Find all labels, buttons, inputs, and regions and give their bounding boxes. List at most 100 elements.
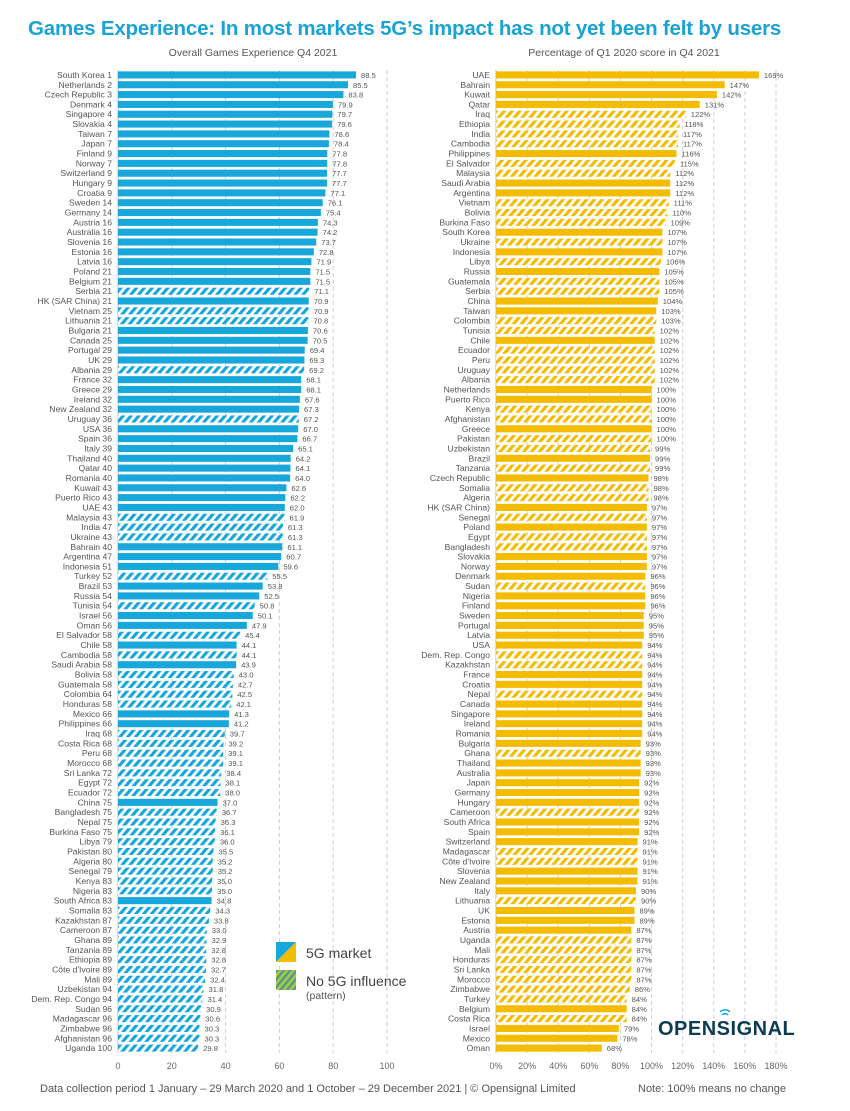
right-bar-row: Pakistan 100% <box>457 434 676 444</box>
left-bar <box>118 179 328 187</box>
left-value-label: 38.4 <box>226 769 241 778</box>
right-bar <box>496 651 643 659</box>
left-value-label: 67.2 <box>304 415 319 424</box>
right-value-label: 98% <box>653 494 668 503</box>
left-bar <box>118 435 298 443</box>
right-bar-row: Egypt 97% <box>468 532 667 542</box>
right-bar-row: Côte d'Ivoire 91% <box>442 856 658 866</box>
right-category-label: Bahrain <box>460 80 490 90</box>
legend-label-no-5g: No 5G influence <box>306 973 407 989</box>
signal-icon <box>719 1009 731 1016</box>
right-bar-row: Ghana 93% <box>464 748 661 758</box>
left-bar <box>118 739 224 747</box>
left-bar <box>118 946 207 954</box>
left-value-label: 43.9 <box>241 661 256 670</box>
right-value-label: 97% <box>652 533 667 542</box>
legend-swatch-yellow <box>276 942 296 962</box>
right-bar <box>496 415 652 423</box>
right-bar <box>496 749 641 757</box>
left-bar <box>118 425 299 433</box>
left-category-label: Saudi Arabia 58 <box>51 660 112 670</box>
right-bar <box>496 307 657 315</box>
right-bar-row: Mali 87% <box>474 945 652 955</box>
left-bar <box>118 1015 201 1023</box>
right-value-label: 102% <box>660 346 680 355</box>
right-bar-row: Czech Republic 98% <box>430 473 669 483</box>
left-category-label: Vietnam 25 <box>69 306 113 316</box>
right-bar <box>496 818 640 826</box>
right-category-label: Ireland <box>464 719 490 729</box>
left-category-label: Libya 79 <box>80 837 113 847</box>
right-bar <box>496 395 652 403</box>
right-category-label: Algeria <box>463 493 490 503</box>
right-category-label: Kuwait <box>464 90 490 100</box>
left-bar-row: Cambodia 58 44.1 <box>61 650 257 660</box>
left-value-label: 41.3 <box>234 710 249 719</box>
right-category-label: HK (SAR China) <box>427 502 490 512</box>
right-category-label: Costa Rica <box>448 1014 490 1024</box>
left-value-label: 31.8 <box>209 985 224 994</box>
left-bar-row: Madagascar 96 30.6 <box>53 1014 220 1024</box>
right-bar <box>496 739 641 747</box>
left-value-label: 31.4 <box>207 995 222 1004</box>
right-bar-row: Greece 100% <box>462 424 676 434</box>
legend-label-5g: 5G market <box>306 945 371 961</box>
right-category-label: Guatemala <box>448 276 490 286</box>
right-bar <box>496 926 632 934</box>
left-category-label: Slovenia 16 <box>67 237 112 247</box>
left-category-label: Bangladesh 75 <box>55 807 113 817</box>
left-value-label: 30.3 <box>205 1024 220 1033</box>
right-value-label: 97% <box>652 513 667 522</box>
left-bar <box>118 100 333 108</box>
right-bar <box>496 671 643 679</box>
right-bar-row: Bangladesh 97% <box>445 542 668 552</box>
right-bar-row: Canada 94% <box>460 699 663 709</box>
right-value-label: 89% <box>639 916 654 925</box>
right-category-label: Indonesia <box>453 247 490 257</box>
right-category-label: Dem. Rep. Congo <box>421 650 490 660</box>
right-bar-row: Croatia 94% <box>462 679 662 689</box>
right-bar-row: Lithuania 90% <box>455 896 656 906</box>
right-value-label: 92% <box>644 789 659 798</box>
left-bar-row: Pakistan 80 35.5 <box>67 846 233 856</box>
right-bar-row: India 117% <box>471 129 702 139</box>
left-bar <box>118 356 305 364</box>
right-value-label: 95% <box>649 612 664 621</box>
right-category-label: Afghanistan <box>445 414 491 424</box>
left-category-label: UAE 43 <box>82 502 112 512</box>
left-bar <box>118 602 255 610</box>
right-value-label: 87% <box>636 975 651 984</box>
left-bar <box>118 680 233 688</box>
right-bar <box>496 887 636 895</box>
right-category-label: Sudan <box>465 581 490 591</box>
right-bar <box>496 346 655 354</box>
right-bar-row: Uruguay 102% <box>458 365 680 375</box>
right-bar <box>496 425 652 433</box>
right-bar <box>496 258 661 266</box>
right-bar-row: Madagascar 91% <box>443 846 658 856</box>
left-category-label: Tanzania 89 <box>66 945 113 955</box>
right-bar <box>496 985 630 993</box>
right-category-label: Slovenia <box>457 866 490 876</box>
left-category-label: Lithuania 21 <box>65 316 112 326</box>
left-bar <box>118 671 234 679</box>
right-category-label: Thailand <box>457 758 490 768</box>
left-category-label: Taiwan 7 <box>78 129 112 139</box>
right-category-label: Australia <box>457 768 491 778</box>
left-value-label: 70.9 <box>314 307 329 316</box>
right-bar-row: Guatemala 105% <box>448 276 684 286</box>
left-bar <box>118 277 311 285</box>
right-bar <box>496 1044 602 1052</box>
right-value-label: 103% <box>661 307 681 316</box>
left-category-label: Oman 56 <box>77 620 113 630</box>
left-bar-row: Afghanistan 96 30.3 <box>55 1033 220 1043</box>
left-bar <box>118 159 328 167</box>
right-category-label: Czech Republic <box>430 473 491 483</box>
left-value-label: 55.5 <box>272 572 287 581</box>
right-value-label: 92% <box>644 818 659 827</box>
right-bar-row: Oman 68% <box>467 1043 623 1053</box>
right-bar-row: UAE 169% <box>472 70 783 80</box>
right-category-label: Mexico <box>463 1033 490 1043</box>
left-value-label: 70.9 <box>314 297 329 306</box>
left-value-label: 36.0 <box>220 838 235 847</box>
